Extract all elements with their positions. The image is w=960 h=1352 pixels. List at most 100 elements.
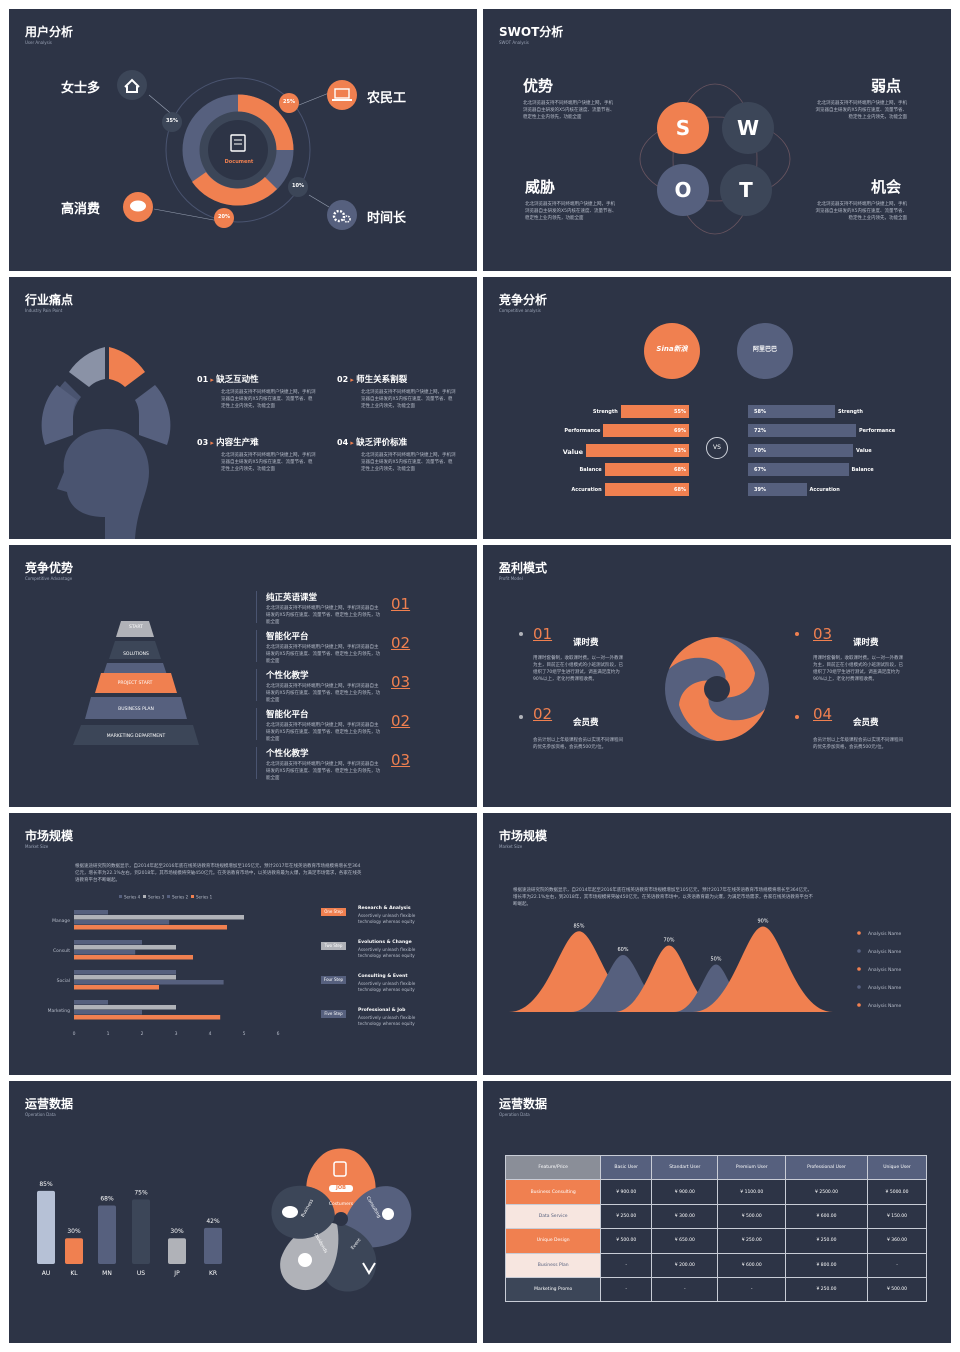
step-desc: Assertively unleash flexible (358, 913, 416, 918)
x-tick: 1 (107, 1031, 110, 1037)
category-tick: KL (70, 1270, 78, 1277)
paragraph: 根据速途研究院的数据显示，自2014年起至2016年底在线英语教育市场规模增加至… (513, 888, 813, 907)
slide-operation-data-bars[interactable]: 运营数据 Operation Data 85% AU 30% KL 68% MN 75% US… (9, 1081, 477, 1343)
table-cell: Marketing Promo (504, 1276, 602, 1303)
step-heading: Professional & Job (358, 1008, 406, 1013)
swot-heading: 优势 (523, 77, 554, 95)
step-desc: 会员计划以上年级课程会员以实现不同课程间的优先参加资格，会员费500元/位。 (533, 738, 623, 750)
bullet-dot (795, 632, 799, 636)
swot-desc: 北北浏览器支持不同终端用户快捷上网，手机浏览器自主研发的X5内核在速度、流量节省… (525, 202, 617, 221)
slide-title: 市场规模 (25, 829, 74, 843)
header-cell: Feature/Price (504, 1154, 602, 1181)
step-title: 课时费 (853, 638, 879, 648)
bar-value-label: 75% (134, 1190, 148, 1197)
ribbon-icon (362, 1262, 376, 1275)
step-desc: technology whereas equity (358, 953, 415, 958)
table-cell: ¥ 1100.00 (717, 1179, 786, 1205)
advantage-number: 03 (391, 751, 411, 769)
slide-pain-points[interactable]: 行业痛点 Industry Pain Point 01 ▸ 缺乏互动性 北北浏览… (9, 277, 477, 539)
header-cell: Basic User (600, 1154, 653, 1181)
paragraph: 根据速途研究院的数据显示，自2014年起至2016年底在线英语教育市场规模增加至… (75, 864, 362, 883)
table-cell: - (867, 1252, 927, 1278)
slide-subtitle: User Analysis (25, 40, 52, 45)
swot-desc: 北北浏览器支持不同终端用户快捷上网，手机浏览器自主研发的X5内核在速度、流量节省… (815, 101, 907, 120)
slide-subtitle: SWOT Analysis (499, 40, 529, 45)
advantage-desc: 北北浏览器支持不同终端用户快捷上网，手机浏览器自主研发的X5内核在速度、流量节省… (266, 645, 380, 664)
slide-subtitle: Competitive Advantage (25, 576, 73, 581)
legend-dot (857, 931, 861, 935)
table-row: Data Service ¥ 250.00 ¥ 300.00 ¥ 500.00 ¥ 60… (504, 1203, 927, 1230)
bar (74, 940, 142, 945)
bar (74, 975, 176, 980)
slide-user-analysis[interactable]: 用户分析 User Analysis Document 35% 25% 20% … (9, 9, 477, 271)
step-desc: technology whereas equity (358, 1021, 415, 1026)
bullet-dot (519, 715, 523, 719)
slide-subtitle: Operation Data (499, 1112, 530, 1117)
slide-competitive-analysis[interactable]: 竞争分析 Competitive analysis Sina新浪 阿里巴巴 VS… (483, 277, 951, 539)
slide-competitive-advantage[interactable]: 竞争优势 Competitive Advantage START SOLUTIO… (9, 545, 477, 807)
table-cell: ¥ 360.00 (867, 1228, 927, 1254)
swot-heading: 威胁 (525, 178, 556, 196)
advantage-number: 02 (391, 634, 411, 652)
category-label: 高消费 (61, 202, 101, 217)
slide-subtitle: Industry Pain Point (25, 308, 63, 313)
alibaba-logo-text: 阿里巴巴 (752, 346, 777, 353)
table-cell: ¥ 250.00 (785, 1228, 868, 1254)
peak-label: 60% (617, 947, 628, 953)
table-cell: ¥ 900.00 (600, 1179, 653, 1205)
bar-right (748, 483, 807, 496)
bar (74, 955, 193, 960)
bar (74, 970, 176, 975)
step-desc: Assertively unleash flexible (358, 981, 416, 986)
peak-label: 50% (710, 957, 721, 963)
slide-market-size-area[interactable]: 市场规模 Market Size 根据速途研究院的数据显示，自2014年起至20… (483, 813, 951, 1075)
bar (74, 950, 136, 955)
category-tick: JP (173, 1270, 180, 1277)
pyramid-label: MARKETING DEPARTMENT (106, 734, 166, 739)
slide-swot[interactable]: SWOT分析 SWOT Analysis S W O T 优势 弱点 威胁 机会… (483, 9, 951, 271)
percent-label: 20% (218, 214, 230, 220)
advantage-number: 03 (391, 673, 411, 691)
peak-label: 70% (663, 938, 674, 944)
bar-left (603, 424, 689, 437)
legend-label: Series 1 (196, 895, 213, 900)
percent-label: 25% (283, 99, 295, 105)
gear-icon (327, 200, 357, 230)
area-peak (693, 926, 833, 1012)
bar-right-value: 72% (754, 428, 766, 434)
swot-heading: 机会 (871, 178, 902, 196)
swot-heading: 弱点 (871, 77, 902, 95)
bar-right (748, 405, 835, 418)
vertical-bar-chart: 85% AU 30% KL 68% MN 75% US 30% JP 42% KR (37, 1181, 222, 1277)
pyramid-diagram (73, 621, 199, 745)
x-tick: 3 (175, 1031, 178, 1037)
bar (74, 1010, 142, 1015)
swot-desc: 北北浏览器支持不同终端用户快捷上网，手机浏览器自主研发的X5内核在速度、流量节省… (815, 202, 907, 221)
step-tag: Two Step (321, 942, 346, 950)
step-desc: technology whereas equity (358, 987, 415, 992)
category-label: 时间长 (367, 211, 407, 226)
bar-left-value: 83% (674, 448, 686, 454)
step-tag: One Step (321, 908, 346, 916)
table-cell: ¥ 650.00 (651, 1228, 719, 1254)
alibaba-logo (737, 323, 793, 379)
table-cell: ¥ 300.00 (651, 1203, 719, 1230)
bar-right-label: Strength (838, 409, 863, 415)
slide-profit-model[interactable]: 盈利模式 Profit Model 01 课时费 用课时套餐制，收取课时费。以一… (483, 545, 951, 807)
pricing-table: Feature/Price Basic User Standart User Prem… (504, 1154, 927, 1303)
swot-diagram (639, 83, 791, 235)
slide-market-size-bars[interactable]: 市场规模 Market Size 根据速途研究院的数据显示，自2014年起至20… (9, 813, 477, 1075)
slide-pricing-table[interactable]: 运营数据 Operation Data Feature/Price Basic U… (483, 1081, 951, 1343)
advantage-title: 智能化平台 (266, 710, 309, 720)
table-cell: ¥ 500.00 (867, 1276, 927, 1303)
table-row: Unique Design ¥ 500.00 ¥ 650.00 ¥ 250.00 ¥ 2… (504, 1228, 927, 1254)
table-cell: ¥ 250.00 (785, 1276, 868, 1303)
bar (132, 1199, 150, 1264)
user-analysis-diagram (117, 70, 357, 230)
bar (74, 980, 224, 985)
pyramid-label: START (129, 625, 143, 630)
category-tick: MN (102, 1270, 112, 1277)
bar-value-label: 68% (100, 1196, 114, 1203)
home-icon (117, 70, 147, 100)
bullet-dot (519, 632, 523, 636)
